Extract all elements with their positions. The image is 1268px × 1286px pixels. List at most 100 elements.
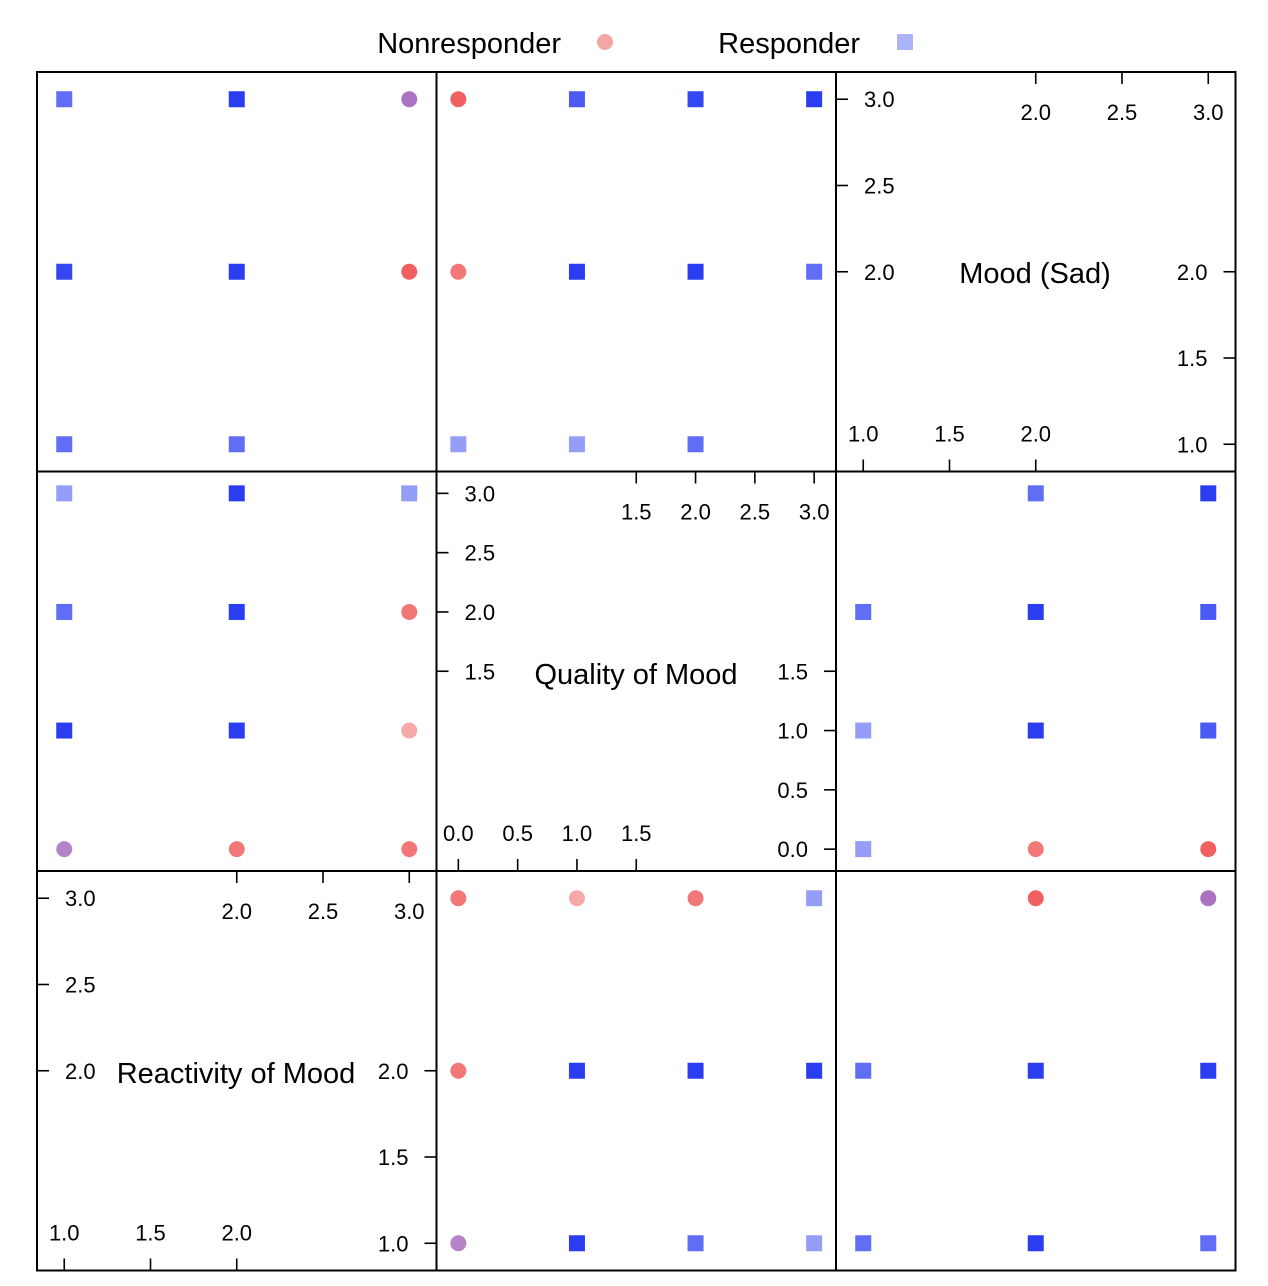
tick-label: 1.0 xyxy=(1177,432,1208,457)
point-responder xyxy=(568,1235,585,1252)
point-responder xyxy=(687,436,704,453)
tick-label: 2.0 xyxy=(1177,260,1208,285)
tick-label: 3.0 xyxy=(465,481,496,506)
point-nonresponder xyxy=(401,841,418,858)
tick-label: 1.5 xyxy=(135,1221,166,1246)
point-responder xyxy=(1200,485,1217,502)
tick-label: 3.0 xyxy=(65,886,96,911)
diagonal-variable-labels: Mood (Sad) Quality of Mood Reactivity of… xyxy=(117,258,1111,1090)
diagonal-label-reactivity-of-mood: Reactivity of Mood xyxy=(117,1058,356,1090)
point-responder xyxy=(228,91,245,108)
point-responder xyxy=(1200,722,1217,739)
point-responder xyxy=(1027,1235,1044,1252)
point-responder xyxy=(568,91,585,108)
point-responder xyxy=(855,603,872,620)
diagonal-axes: 2.0 2.5 3.0 1.0 1.5 2.0 2.0 2.5 3.0 1.0 1.5 2.0 1.5 2… xyxy=(37,72,1236,1271)
tick-label: 1.0 xyxy=(777,719,808,744)
tick-label: 2.0 xyxy=(65,1059,96,1084)
panel-4 xyxy=(450,890,823,1252)
tick-label: 0.0 xyxy=(777,837,808,862)
point-responder xyxy=(806,1062,823,1079)
point-nonresponder xyxy=(450,263,467,280)
panel-frames xyxy=(36,71,1237,1272)
point-responder xyxy=(806,890,823,907)
tick-label: 2.0 xyxy=(465,600,496,625)
tick-label: 1.5 xyxy=(1177,346,1208,371)
diagonal-label-quality-of-mood: Quality of Mood xyxy=(534,659,737,691)
point-responder xyxy=(806,91,823,108)
tick-label: 2.5 xyxy=(740,500,771,525)
tick-label: 3.0 xyxy=(394,899,425,924)
legend: Nonresponder Responder xyxy=(377,28,913,60)
point-responder xyxy=(687,91,704,108)
axis-group-2: 2.0 2.5 3.0 1.0 1.5 2.0 2.0 2.5 3.0 1.0 1.5 2.0 xyxy=(836,72,1236,472)
tick-label: 2.0 xyxy=(221,1221,252,1246)
point-nonresponder xyxy=(228,841,245,858)
point-responder xyxy=(1200,603,1217,620)
point-responder xyxy=(56,603,73,620)
tick-label: 1.0 xyxy=(562,821,593,846)
tick-label: 0.5 xyxy=(777,778,808,803)
tick-label: 1.5 xyxy=(465,659,496,684)
point-responder xyxy=(806,1235,823,1252)
tick-label: 3.0 xyxy=(1193,100,1224,125)
point-nonresponder xyxy=(401,603,418,620)
point-nonresponder xyxy=(401,263,418,280)
point-nonresponder xyxy=(450,890,467,907)
tick-label: 1.5 xyxy=(777,659,808,684)
point-overlap xyxy=(450,1235,467,1252)
tick-label: 2.0 xyxy=(1020,100,1051,125)
point-responder xyxy=(1200,1235,1217,1252)
point-responder xyxy=(855,841,872,858)
panel-1 xyxy=(450,91,823,453)
tick-label: 1.0 xyxy=(848,422,879,447)
tick-label: 2.0 xyxy=(221,899,252,924)
point-responder xyxy=(228,436,245,453)
axis-group-0: 2.0 2.5 3.0 1.0 1.5 2.0 2.0 2.5 3.0 1.0 1.5 2.0 xyxy=(37,871,437,1271)
tick-label: 0.5 xyxy=(502,821,533,846)
panel-0 xyxy=(56,91,418,453)
point-responder xyxy=(687,263,704,280)
tick-label: 2.5 xyxy=(65,972,96,997)
legend-label-responder: Responder xyxy=(718,28,860,60)
point-responder xyxy=(687,1235,704,1252)
point-responder xyxy=(1027,1062,1044,1079)
tick-label: 1.5 xyxy=(378,1145,409,1170)
tick-label: 1.0 xyxy=(49,1221,80,1246)
point-responder xyxy=(228,485,245,502)
point-responder xyxy=(1027,722,1044,739)
point-overlap xyxy=(56,841,73,858)
point-responder xyxy=(855,1235,872,1252)
axis-group-1: 1.5 2.0 2.5 3.0 0.0 0.5 1.0 1.5 1.5 2.0 2.5 3.0 0.0 0… xyxy=(436,471,836,871)
point-responder xyxy=(450,436,467,453)
point-responder xyxy=(56,722,73,739)
panel-5 xyxy=(855,890,1217,1252)
tick-label: 1.5 xyxy=(621,821,652,846)
point-responder xyxy=(806,263,823,280)
point-nonresponder xyxy=(450,91,467,108)
panel-2 xyxy=(56,485,418,858)
point-responder xyxy=(1200,1062,1217,1079)
point-nonresponder xyxy=(1027,841,1044,858)
tick-label: 2.0 xyxy=(378,1059,409,1084)
tick-label: 3.0 xyxy=(799,500,830,525)
matrix-border xyxy=(36,71,1237,1272)
point-responder xyxy=(56,91,73,108)
point-responder xyxy=(56,263,73,280)
tick-label: 2.5 xyxy=(465,541,496,566)
point-nonresponder xyxy=(568,890,585,907)
tick-label: 0.0 xyxy=(443,821,474,846)
tick-label: 1.5 xyxy=(621,500,652,525)
panel-3 xyxy=(855,485,1217,858)
point-responder xyxy=(568,1062,585,1079)
tick-label: 2.5 xyxy=(864,173,895,198)
point-nonresponder xyxy=(687,890,704,907)
point-overlap xyxy=(1200,890,1217,907)
tick-label: 2.0 xyxy=(1020,422,1051,447)
tick-label: 2.5 xyxy=(308,899,339,924)
point-responder xyxy=(568,436,585,453)
point-responder xyxy=(687,1062,704,1079)
point-responder xyxy=(56,436,73,453)
point-responder xyxy=(855,1062,872,1079)
